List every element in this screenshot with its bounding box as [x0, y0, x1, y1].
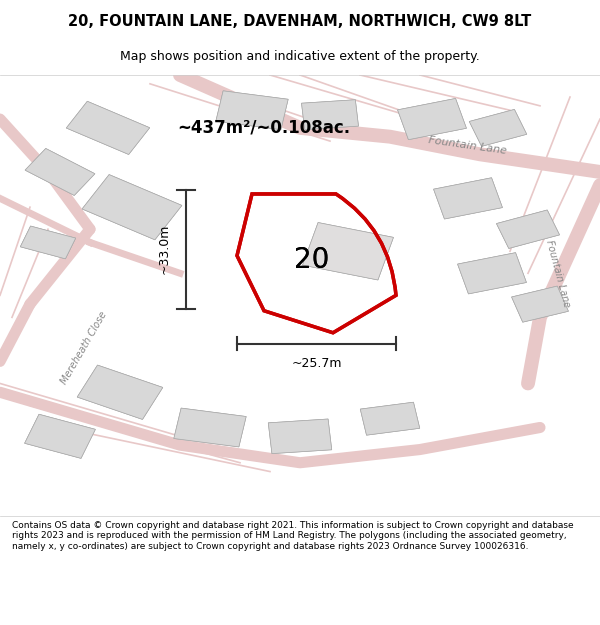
- Polygon shape: [398, 99, 466, 139]
- Text: ~25.7m: ~25.7m: [291, 357, 342, 370]
- Polygon shape: [20, 226, 76, 259]
- Polygon shape: [20, 226, 76, 259]
- Polygon shape: [216, 91, 288, 129]
- Polygon shape: [302, 222, 394, 280]
- Polygon shape: [434, 177, 502, 219]
- Polygon shape: [25, 149, 95, 196]
- Text: Contains OS data © Crown copyright and database right 2021. This information is : Contains OS data © Crown copyright and d…: [12, 521, 574, 551]
- Polygon shape: [360, 402, 420, 435]
- Text: 20, FOUNTAIN LANE, DAVENHAM, NORTHWICH, CW9 8LT: 20, FOUNTAIN LANE, DAVENHAM, NORTHWICH, …: [68, 14, 532, 29]
- Polygon shape: [496, 210, 560, 248]
- Text: ~437m²/~0.108ac.: ~437m²/~0.108ac.: [178, 119, 350, 137]
- Polygon shape: [82, 174, 182, 240]
- Polygon shape: [77, 365, 163, 419]
- Polygon shape: [268, 419, 332, 454]
- Polygon shape: [216, 91, 288, 129]
- Polygon shape: [469, 109, 527, 146]
- Polygon shape: [512, 286, 568, 322]
- Polygon shape: [434, 177, 502, 219]
- Polygon shape: [496, 210, 560, 248]
- Text: 20: 20: [295, 246, 329, 274]
- Polygon shape: [174, 408, 246, 447]
- Polygon shape: [82, 174, 182, 240]
- Polygon shape: [268, 419, 332, 454]
- Polygon shape: [458, 253, 526, 294]
- Polygon shape: [67, 101, 149, 154]
- Polygon shape: [469, 109, 527, 146]
- Polygon shape: [25, 149, 95, 196]
- Polygon shape: [302, 222, 394, 280]
- Polygon shape: [360, 402, 420, 435]
- Polygon shape: [458, 253, 526, 294]
- Polygon shape: [77, 365, 163, 419]
- Text: Mereheath Close: Mereheath Close: [59, 310, 109, 386]
- Polygon shape: [512, 286, 568, 322]
- Polygon shape: [302, 100, 358, 129]
- Polygon shape: [25, 414, 95, 458]
- Polygon shape: [174, 408, 246, 447]
- Text: Map shows position and indicative extent of the property.: Map shows position and indicative extent…: [120, 50, 480, 62]
- Polygon shape: [25, 414, 95, 458]
- Polygon shape: [398, 99, 466, 139]
- Text: Fountain Lane: Fountain Lane: [544, 239, 572, 308]
- Polygon shape: [302, 100, 358, 129]
- Polygon shape: [67, 101, 149, 154]
- Text: Fountain Lane: Fountain Lane: [428, 135, 508, 156]
- Text: ~33.0m: ~33.0m: [158, 224, 171, 274]
- Text: 20: 20: [295, 246, 329, 274]
